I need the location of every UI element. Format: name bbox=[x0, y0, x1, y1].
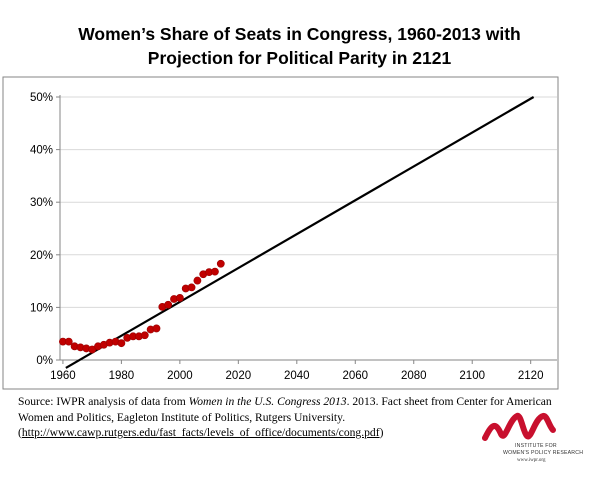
projection-trendline bbox=[65, 96, 535, 369]
x-tick-label-2040: 2040 bbox=[284, 370, 310, 382]
source-link-close: ) bbox=[379, 426, 384, 439]
data-point-1996 bbox=[164, 300, 173, 309]
tick-labels: 0% 10% 20% 30% 40% 50% 1960 1980 2000 2020 2040 206… bbox=[30, 92, 544, 382]
chart-title: Women’s Share of Seats in Congress, 1960… bbox=[0, 22, 599, 70]
y-tick-label-0: 0% bbox=[36, 355, 53, 367]
chart-title-line2: Projection for Political Parity in 2121 bbox=[147, 48, 452, 68]
iwpr-logo: INSTITUTE FOR WOMEN'S POLICY RESEARCH ww… bbox=[481, 412, 591, 472]
data-points bbox=[59, 259, 225, 354]
gridlines bbox=[60, 96, 557, 308]
data-point-1988 bbox=[140, 331, 149, 340]
data-point-2004 bbox=[187, 283, 196, 292]
x-tick-label-2080: 2080 bbox=[401, 370, 427, 382]
chart-title-line1: Women’s Share of Seats in Congress, 1960… bbox=[78, 24, 521, 44]
y-tick-label-10: 10% bbox=[30, 302, 53, 314]
logo-text-line1: INSTITUTE FOR bbox=[515, 443, 557, 449]
x-tick-label-1960: 1960 bbox=[50, 370, 76, 382]
source-italic-title: Women in the U.S. Congress 2013 bbox=[188, 395, 347, 408]
source-link[interactable]: http://www.cawp.rutgers.edu/fast_facts/l… bbox=[21, 426, 380, 439]
data-point-2012 bbox=[211, 267, 219, 276]
y-tick-label-30: 30% bbox=[30, 197, 53, 209]
y-tick-label-50: 50% bbox=[30, 92, 53, 104]
data-point-2014 bbox=[216, 259, 225, 268]
chart-frame bbox=[2, 76, 559, 390]
data-point-1992 bbox=[152, 324, 161, 333]
trendline-layer bbox=[65, 96, 535, 369]
logo-url: www.iwpr.org bbox=[517, 458, 546, 463]
logo-text-line2: WOMEN'S POLICY RESEARCH bbox=[503, 450, 584, 456]
x-tick-label-2000: 2000 bbox=[167, 370, 193, 382]
source-note: Source: IWPR analysis of data from Women… bbox=[18, 394, 578, 441]
source-prefix: Source: IWPR analysis of data from bbox=[18, 395, 189, 408]
x-tick-label-1980: 1980 bbox=[109, 370, 135, 382]
y-tick-label-40: 40% bbox=[30, 145, 53, 157]
source-rest: . 2013. Fact sheet from Center for Ameri… bbox=[18, 395, 552, 424]
x-tick-label-2120: 2120 bbox=[518, 370, 544, 382]
data-point-2000 bbox=[175, 294, 184, 302]
axes bbox=[56, 95, 557, 364]
x-tick-label-2100: 2100 bbox=[459, 370, 485, 382]
data-point-2006 bbox=[193, 276, 202, 285]
source-link-open: ( bbox=[18, 426, 22, 439]
x-tick-label-2060: 2060 bbox=[342, 370, 368, 382]
iwpr-logo-mark bbox=[482, 413, 556, 441]
y-tick-label-20: 20% bbox=[30, 250, 53, 262]
data-point-1962 bbox=[64, 337, 73, 346]
x-tick-label-2020: 2020 bbox=[226, 370, 252, 382]
data-point-1980 bbox=[117, 339, 126, 348]
